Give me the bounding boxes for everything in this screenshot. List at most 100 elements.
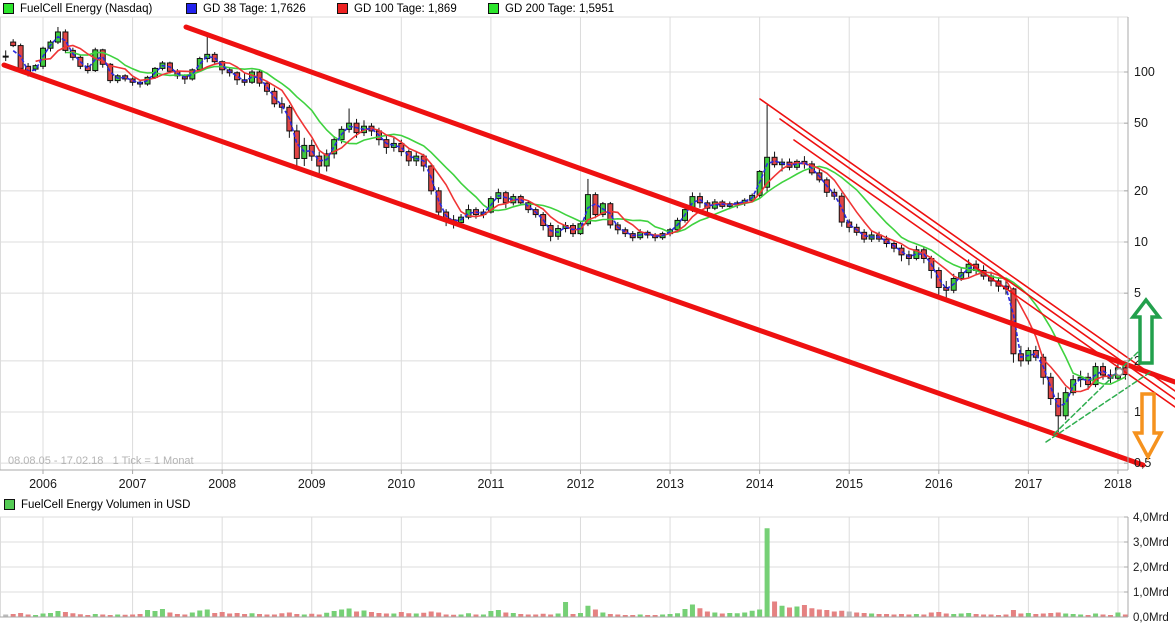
volume-bar: [18, 613, 24, 617]
volume-bar: [70, 613, 76, 617]
legend-item-gd200: GD 200 Tage: 1,5951: [488, 2, 614, 15]
volume-bar: [152, 611, 158, 617]
volume-bar: [47, 613, 53, 617]
volume-bar: [563, 602, 569, 617]
volume-bar: [391, 613, 397, 617]
volume-bar: [227, 613, 233, 617]
volume-bar: [719, 613, 725, 617]
candle: [883, 238, 890, 244]
x-axis-year-label: 2008: [208, 477, 236, 491]
volume-bar: [816, 609, 822, 617]
volume-bar: [884, 614, 890, 617]
volume-bar: [85, 615, 91, 617]
volume-bar: [77, 614, 83, 617]
volume-bar: [421, 612, 427, 617]
volume-bar: [697, 608, 703, 617]
volume-bar: [115, 614, 121, 617]
volume-bar: [361, 610, 367, 617]
channel-lower: [1, 62, 1146, 468]
volume-bar: [637, 614, 643, 617]
volume-bar: [107, 615, 113, 617]
volume-bar: [704, 611, 710, 617]
volume-bar: [973, 614, 979, 617]
volume-bar: [182, 614, 188, 617]
volume-bar: [981, 614, 987, 617]
volume-bar: [630, 615, 636, 617]
wedge-green-1: [1045, 370, 1153, 443]
volume-bar: [354, 611, 360, 617]
x-axis-year-label: 2007: [119, 477, 147, 491]
volume-bars[interactable]: [3, 528, 1128, 617]
volume-bar: [682, 609, 688, 617]
candle: [219, 61, 226, 71]
volume-bar: [242, 614, 248, 617]
volume-bar: [1018, 613, 1024, 617]
volume-bar: [204, 609, 210, 617]
volume-bar: [727, 613, 733, 617]
volume-bar: [570, 614, 576, 617]
volume-bar: [279, 613, 285, 617]
candle: [846, 221, 853, 228]
ma-line-9: [65, 51, 1126, 385]
volume-bar: [772, 601, 778, 617]
volume-bar: [667, 614, 673, 617]
volume-bar: [189, 612, 195, 617]
volume-bar: [906, 614, 912, 617]
volume-bar: [749, 610, 755, 617]
price-axis-label: 5: [1134, 286, 1141, 300]
volume-bar: [122, 614, 128, 617]
volume-bar: [473, 614, 479, 617]
gd100-swatch: [337, 3, 348, 14]
candle: [234, 72, 241, 81]
volume-bar: [846, 611, 852, 617]
volume-bar: [256, 614, 262, 617]
axes: 2006 2007 2008 2009 2010 2011 2012 2013 2014 2015…: [0, 17, 1169, 624]
down-arrow-annotation: [1132, 392, 1164, 461]
volume-bar: [943, 613, 949, 617]
volume-bar: [801, 605, 807, 617]
candle: [935, 269, 942, 288]
volume-axis-label: 2,0Mrd: [1133, 562, 1169, 574]
volume-bar: [458, 614, 464, 617]
x-axis-year-label: 2012: [567, 477, 595, 491]
volume-bar: [779, 605, 785, 617]
volume-bar: [592, 609, 598, 617]
volume-axis-label: 1,0Mrd: [1133, 587, 1169, 599]
candle: [32, 65, 39, 70]
volume-bar: [1070, 614, 1076, 617]
volume-bar: [1078, 614, 1084, 617]
candle: [10, 41, 17, 47]
volume-bar: [988, 614, 994, 617]
candlestick-layer[interactable]: [2, 26, 1129, 433]
candle: [331, 139, 338, 155]
gd38-label: GD 38 Tage: 1,7626: [203, 2, 306, 15]
candle: [196, 58, 203, 71]
volume-bar: [533, 614, 539, 617]
volume-bar: [25, 614, 31, 617]
volume-bar: [839, 610, 845, 617]
volume-bar: [137, 614, 143, 617]
volume-bar: [951, 614, 957, 617]
volume-bar: [585, 605, 591, 617]
candle: [525, 202, 532, 211]
volume-bar: [734, 613, 740, 617]
volume-bar: [451, 614, 457, 617]
volume-bar: [742, 612, 748, 617]
volume-bar: [824, 610, 830, 617]
volume-bar: [346, 608, 352, 617]
volume-bar: [757, 609, 763, 617]
volume-bar: [1048, 613, 1054, 617]
volume-bar: [548, 614, 554, 617]
volume-bar: [249, 613, 255, 617]
candle: [898, 247, 905, 256]
volume-bar: [577, 613, 583, 617]
volume-bar: [130, 614, 136, 617]
volume-bar: [376, 613, 382, 617]
volume-bar: [212, 613, 218, 617]
channel-upper: [183, 24, 1175, 385]
fan-line-1: [759, 98, 1175, 392]
volume-bar: [1093, 613, 1099, 617]
fan-line-2: [779, 118, 1175, 400]
volume-bar: [443, 614, 449, 617]
